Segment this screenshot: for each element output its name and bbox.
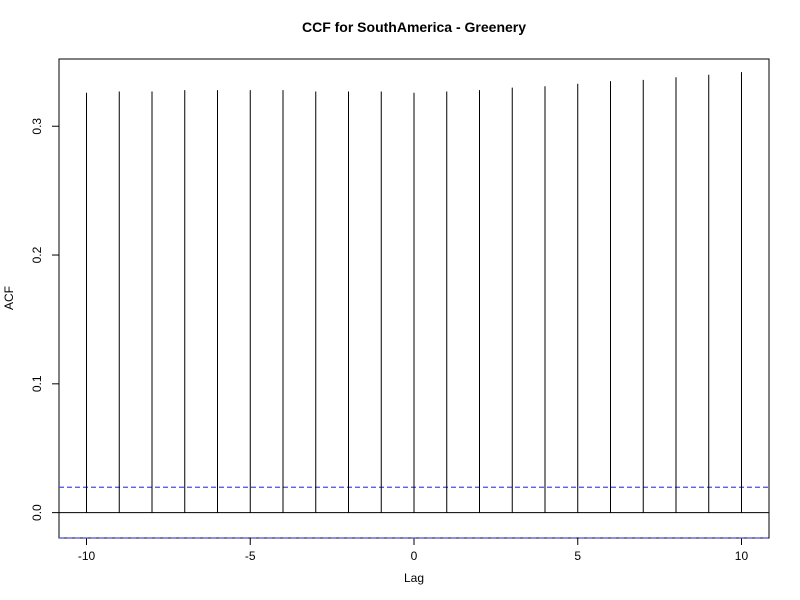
plot-marks bbox=[59, 72, 769, 539]
y-axis: 0.0 0.1 0.2 0.3 bbox=[30, 118, 60, 521]
y-tick-label: 0.3 bbox=[30, 118, 44, 135]
y-tick-label: 0.1 bbox=[30, 375, 44, 392]
chart-title: CCF for SouthAmerica - Greenery bbox=[302, 19, 526, 35]
y-tick-label: 0.2 bbox=[30, 246, 44, 263]
y-tick-label: 0.0 bbox=[30, 504, 44, 521]
x-tick-label: -10 bbox=[78, 549, 96, 563]
x-tick-label: 10 bbox=[735, 549, 749, 563]
x-tick-label: -5 bbox=[245, 549, 256, 563]
x-tick-label: 0 bbox=[411, 549, 418, 563]
x-axis-label: Lag bbox=[404, 571, 424, 585]
x-axis: -10 -5 0 5 10 bbox=[78, 537, 749, 563]
y-axis-label: ACF bbox=[2, 286, 16, 310]
x-tick-label: 5 bbox=[574, 549, 581, 563]
